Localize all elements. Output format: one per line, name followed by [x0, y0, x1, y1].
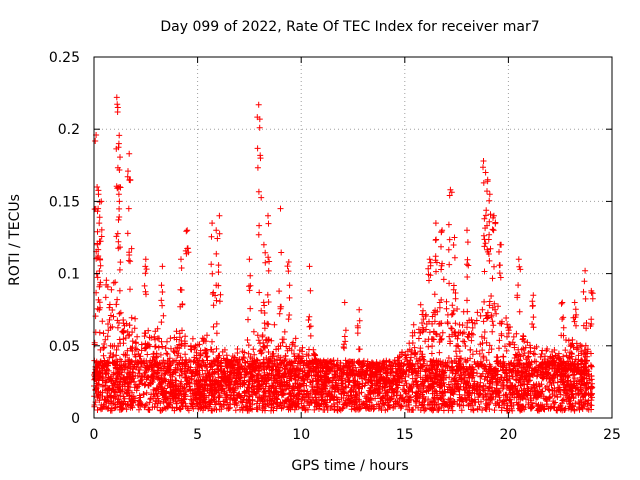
chart-title: Day 099 of 2022, Rate Of TEC Index for r… — [160, 19, 539, 35]
x-tick-label: 25 — [603, 427, 621, 443]
series-markers — [91, 94, 596, 414]
y-tick-label: 0.2 — [58, 122, 80, 138]
y-tick-labels: 0 0.05 0.1 0.15 0.2 0.25 — [49, 50, 80, 427]
y-tick-label: 0.05 — [49, 339, 80, 355]
y-axis-label: ROTI / TECUs — [7, 194, 23, 286]
x-tick-label: 5 — [193, 427, 202, 443]
x-tick-labels: 0 5 10 15 20 25 — [90, 427, 621, 443]
x-tick-label: 20 — [499, 427, 517, 443]
x-tick-label: 10 — [292, 427, 310, 443]
ticks — [93, 56, 613, 419]
x-axis-label: GPS time / hours — [291, 458, 408, 474]
y-tick-label: 0.1 — [58, 267, 80, 283]
x-tick-label: 15 — [396, 427, 414, 443]
y-tick-label: 0.15 — [49, 194, 80, 210]
plot-frame — [93, 56, 613, 419]
y-tick-label: 0.25 — [49, 50, 80, 66]
data-points — [91, 94, 596, 414]
y-tick-label: 0 — [71, 411, 80, 427]
x-tick-label: 0 — [90, 427, 99, 443]
